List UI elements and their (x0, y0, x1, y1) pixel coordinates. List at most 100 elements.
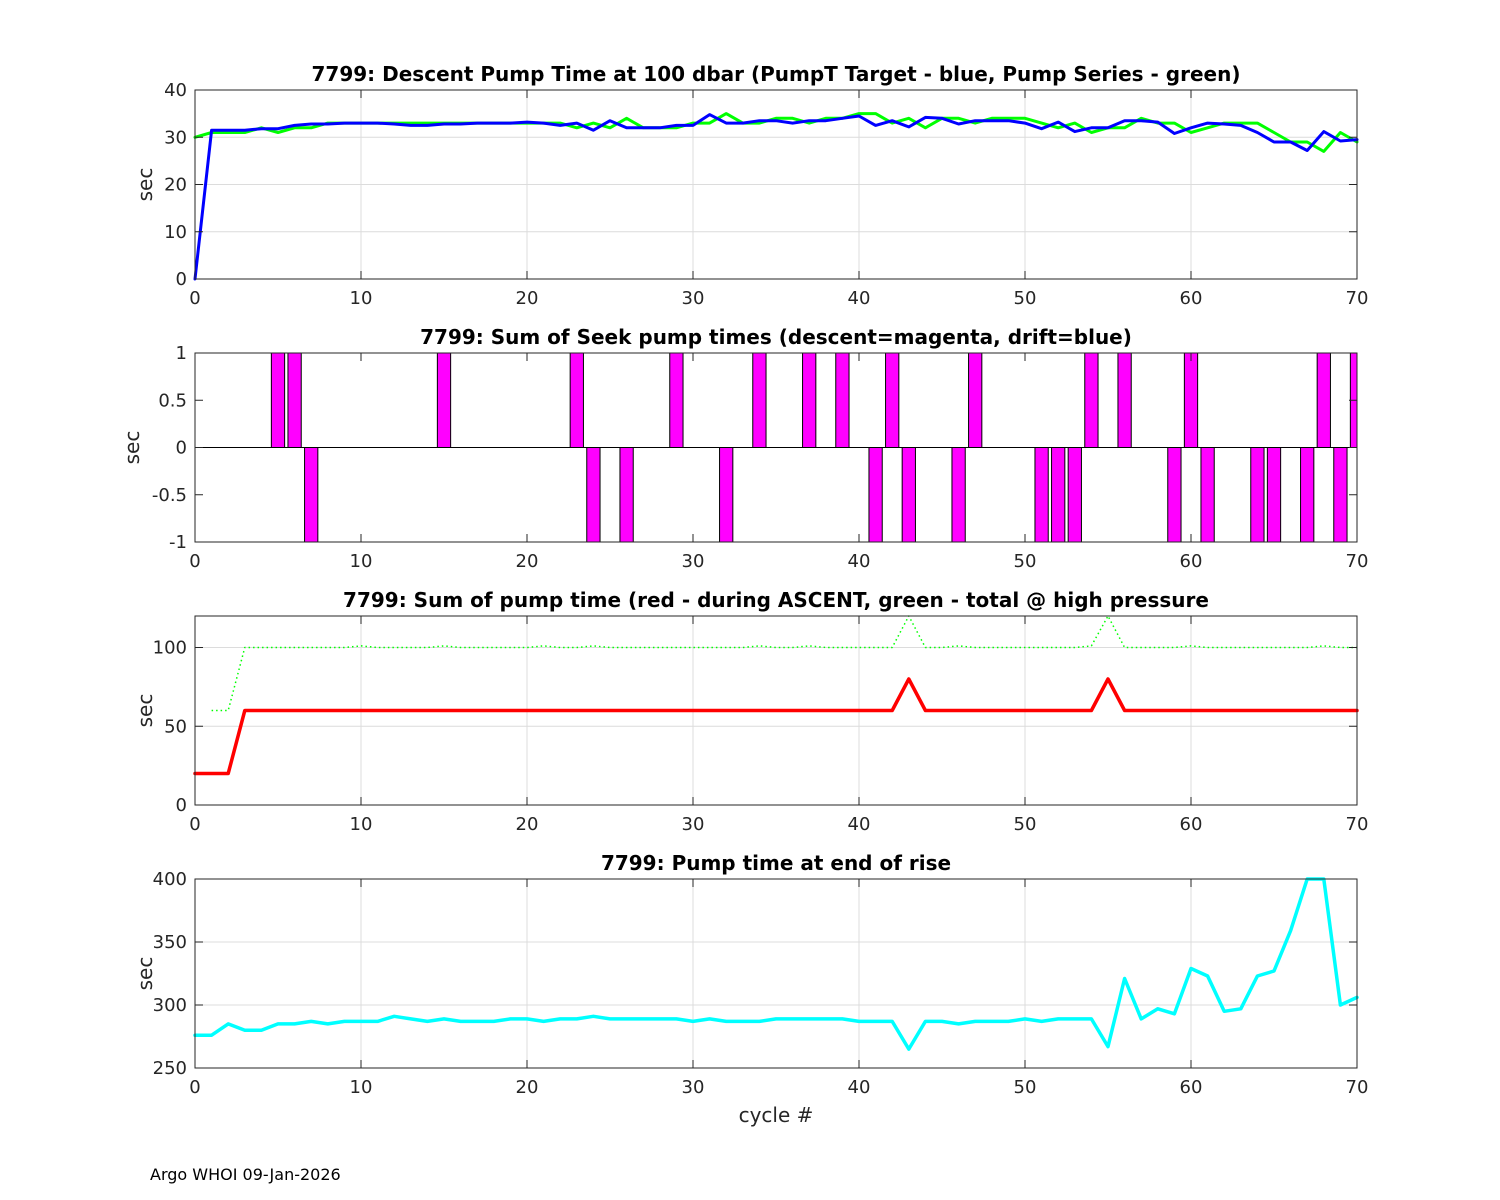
x-tick-label: 20 (516, 288, 539, 309)
series-line (193, 877, 1359, 1051)
bar-cycle-15 (436, 352, 452, 448)
x-tick-label: 60 (1180, 551, 1203, 572)
bar-cycle-64 (1250, 447, 1265, 543)
series-line (211, 615, 1357, 712)
bar-cycle-68 (1316, 352, 1331, 448)
y-tick-label: 50 (164, 716, 187, 737)
bar-cycle-61 (1200, 447, 1215, 543)
bar-cycle-43 (901, 447, 916, 543)
x-tick-label: 20 (516, 1077, 539, 1098)
y-tick-label: 300 (153, 995, 187, 1016)
x-tick-label: 40 (848, 1077, 871, 1098)
y-tick-label: 20 (164, 175, 187, 196)
bar-cycle-59 (1167, 447, 1182, 543)
bar-cycle-7 (304, 447, 319, 543)
x-tick-label: 0 (189, 814, 200, 835)
x-tick-label: 30 (682, 1077, 705, 1098)
ascent-pump-time-panel: 0 10 20 30 40 50 60 70 0 50 100 7799: Sum of pump t… (133, 588, 1368, 835)
end-of-rise-panel: 0 10 20 30 40 50 60 70 250 300 350 400 7799: Pump ti… (133, 851, 1368, 1127)
x-tick-label: 0 (189, 551, 200, 572)
bar-cycle-52 (1051, 447, 1066, 543)
bar-cycle-69 (1333, 447, 1348, 543)
footer-credit: Argo WHOI 09-Jan-2026 (150, 1165, 341, 1184)
bar-cycle-47 (968, 352, 983, 448)
bar-cycle-67 (1300, 447, 1315, 543)
x-tick-label: 40 (848, 551, 871, 572)
axes-box (194, 878, 1358, 1069)
x-tick-label: 40 (848, 814, 871, 835)
chart-title: 7799: Descent Pump Time at 100 dbar (Pum… (312, 62, 1241, 86)
x-tick-label: 40 (848, 288, 871, 309)
x-tick-label: 60 (1180, 814, 1203, 835)
axes-box (194, 615, 1358, 806)
y-tick-label: -0.5 (152, 485, 187, 506)
y-tick-label: 30 (164, 127, 187, 148)
x-tick-label: 50 (1014, 551, 1037, 572)
bar-cycle-60 (1183, 352, 1199, 448)
bar-cycle-46 (951, 447, 966, 543)
x-tick-label: 0 (189, 1077, 200, 1098)
bar-cycle-39 (835, 352, 850, 448)
bar-cycle-51 (1034, 447, 1049, 543)
x-tick-label: 70 (1346, 814, 1369, 835)
y-tick-label: 400 (153, 869, 187, 890)
bar-cycle-32 (719, 447, 734, 543)
x-tick-label: 50 (1014, 1077, 1037, 1098)
y-axis-label: sec (133, 168, 157, 202)
chart-title: 7799: Pump time at end of rise (601, 851, 951, 875)
x-tick-label: 50 (1014, 814, 1037, 835)
bar-cycle-29 (669, 352, 684, 448)
y-tick-label: 0 (176, 795, 187, 816)
y-tick-label: 0.5 (158, 390, 187, 411)
x-tick-label: 10 (350, 288, 373, 309)
y-tick-label: 0 (176, 438, 187, 459)
plot-area (195, 879, 1357, 1068)
y-tick-label: -1 (169, 532, 187, 553)
series-line (193, 113, 1359, 281)
y-tick-label: 1 (176, 343, 187, 364)
y-tick-label: 0 (176, 269, 187, 290)
x-tick-label: 70 (1346, 551, 1369, 572)
bar-cycle-26 (619, 447, 634, 543)
seek-pump-times-panel: 0 10 20 30 40 50 60 70 -1 -0.5 0 0.5 1 7799: Sum of S… (120, 325, 1368, 572)
x-tick-label: 10 (350, 1077, 373, 1098)
y-tick-label: 250 (153, 1058, 187, 1079)
y-axis-label: sec (133, 957, 157, 991)
y-axis-label: sec (120, 431, 144, 465)
bar-cycle-56 (1117, 352, 1132, 448)
x-tick-label: 60 (1180, 288, 1203, 309)
bar-cycle-42 (885, 352, 900, 448)
descent-pump-time-panel: 0 10 20 30 40 50 60 70 0 10 20 30 40 7799: Descent Pu… (133, 62, 1368, 309)
x-tick-label: 0 (189, 288, 200, 309)
bar-cycle-53 (1067, 447, 1082, 543)
x-tick-label: 30 (682, 551, 705, 572)
bar-cycle-41 (868, 447, 883, 543)
x-tick-label: 50 (1014, 288, 1037, 309)
x-tick-label: 70 (1346, 1077, 1369, 1098)
bar-cycle-54 (1084, 352, 1099, 448)
y-tick-label: 350 (153, 932, 187, 953)
series-line (193, 677, 1359, 776)
bar-cycle-65 (1266, 447, 1282, 543)
x-tick-label: 30 (682, 288, 705, 309)
x-tick-label: 20 (516, 551, 539, 572)
x-tick-label: 70 (1346, 288, 1369, 309)
bar-cycle-34 (752, 352, 767, 448)
chart-title: 7799: Sum of pump time (red - during ASC… (343, 588, 1209, 612)
chart-title: 7799: Sum of Seek pump times (descent=ma… (420, 325, 1132, 349)
bar-cycle-6 (287, 352, 302, 448)
bar-cycle-37 (802, 352, 817, 448)
x-tick-label: 10 (350, 551, 373, 572)
bar-cycle-23 (569, 352, 584, 448)
x-axis-label: cycle # (739, 1103, 814, 1127)
x-tick-label: 60 (1180, 1077, 1203, 1098)
x-tick-label: 20 (516, 814, 539, 835)
x-tick-label: 30 (682, 814, 705, 835)
y-tick-label: 10 (164, 222, 187, 243)
y-axis-label: sec (133, 694, 157, 728)
bar-cycle-5 (270, 352, 286, 448)
y-tick-label: 40 (164, 80, 187, 101)
bar-cycle-24 (586, 447, 601, 543)
y-tick-label: 100 (153, 638, 187, 659)
